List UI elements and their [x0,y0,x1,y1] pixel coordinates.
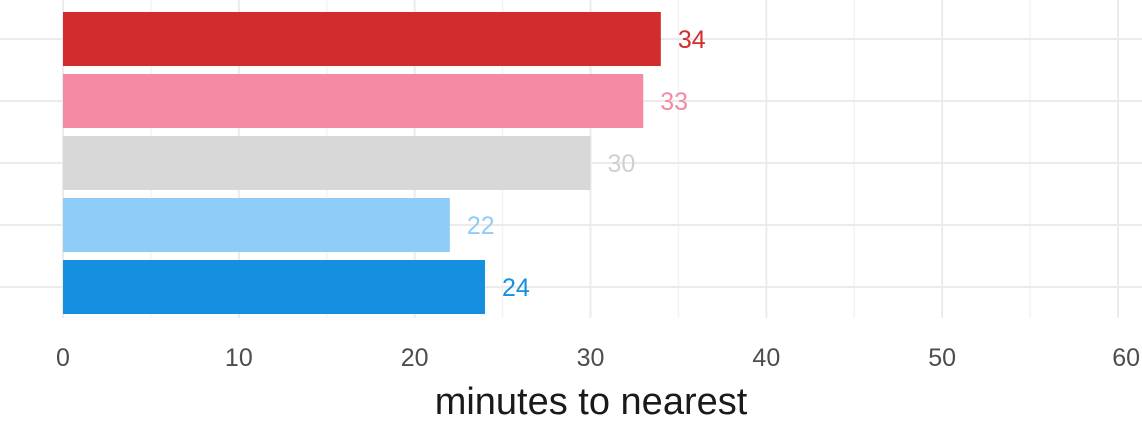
bar-value-label-4: 22 [467,212,495,240]
data-labels-group: 34 33 30 22 24 [467,26,706,302]
x-tick-label: 0 [56,344,70,372]
bar-value-label-5: 24 [502,274,530,302]
x-tick-label: 60 [1112,344,1140,372]
x-tick-label: 40 [752,344,780,372]
x-tick-labels: 0 10 20 30 40 50 60 [56,344,1140,372]
x-axis-title: minutes to nearest [435,381,748,421]
x-tick-label: 50 [928,344,956,372]
bar-4 [63,198,450,252]
bar-value-label-2: 33 [660,88,688,116]
bar-value-label-1: 34 [678,26,706,54]
bar-value-label-3: 30 [608,150,636,178]
bar-5 [63,260,485,314]
bar-1 [63,12,661,66]
x-tick-label: 30 [577,344,605,372]
bar-3 [63,136,591,190]
x-tick-label: 20 [401,344,429,372]
x-tick-label: 10 [225,344,253,372]
bars-group [63,12,661,314]
bar-2 [63,74,644,128]
